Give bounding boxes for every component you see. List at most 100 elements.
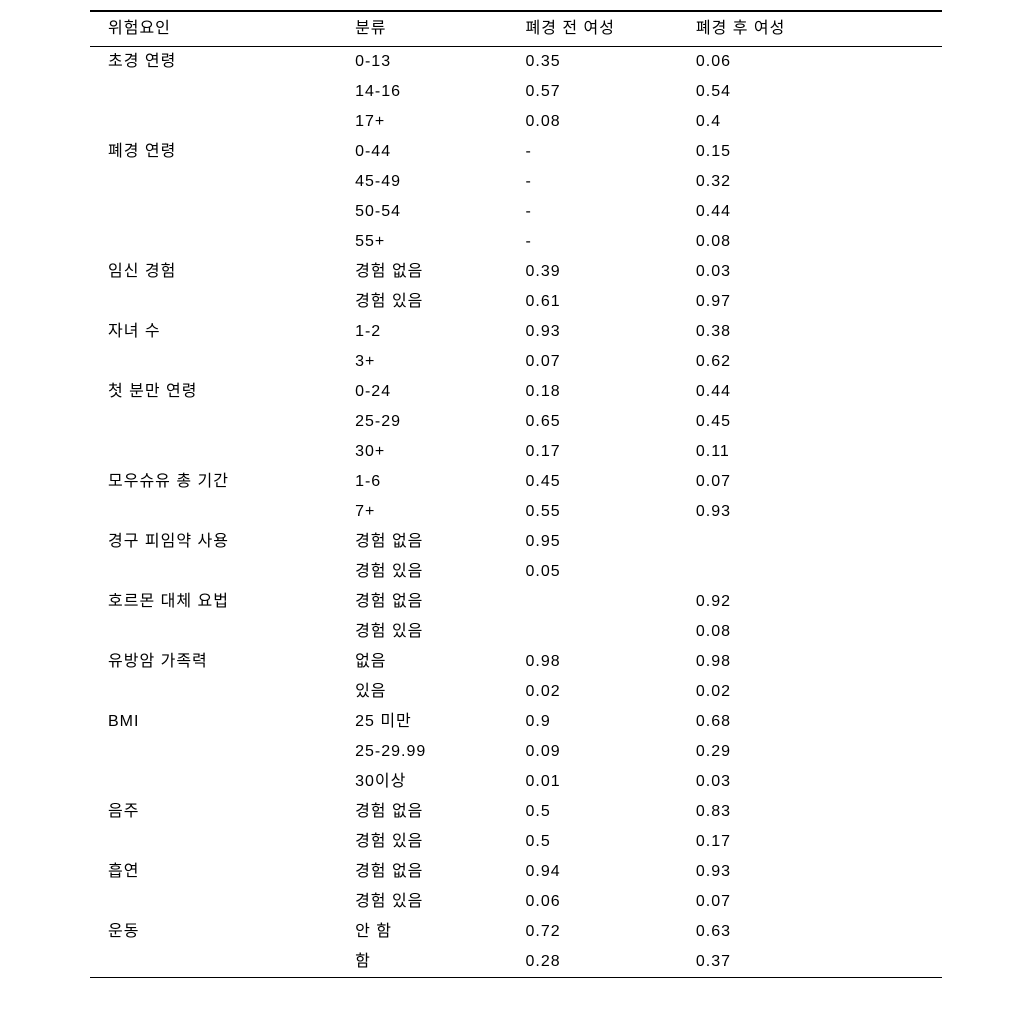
cell-end [848, 347, 942, 377]
table-row: 경험 있음0.05 [90, 557, 942, 587]
table-row: BMI25 미만0.90.68 [90, 707, 942, 737]
cell-category: 17+ [337, 107, 507, 137]
cell-post: 0.17 [678, 827, 848, 857]
cell-end [848, 857, 942, 887]
table-row: 경구 피임약 사용경험 없음0.95 [90, 527, 942, 557]
cell-pre [507, 587, 677, 617]
cell-category: 경험 없음 [337, 257, 507, 287]
cell-post: 0.68 [678, 707, 848, 737]
table-row: 초경 연령0-130.350.06 [90, 47, 942, 78]
cell-factor: 폐경 연령 [90, 137, 337, 167]
header-post: 폐경 후 여성 [678, 11, 848, 47]
cell-post: 0.03 [678, 257, 848, 287]
cell-end [848, 827, 942, 857]
cell-category: 0-13 [337, 47, 507, 78]
cell-factor: 첫 분만 연령 [90, 377, 337, 407]
table-row: 유방암 가족력없음0.980.98 [90, 647, 942, 677]
cell-pre: 0.08 [507, 107, 677, 137]
cell-category: 경험 있음 [337, 617, 507, 647]
cell-factor [90, 767, 337, 797]
cell-pre: 0.5 [507, 827, 677, 857]
cell-pre: 0.72 [507, 917, 677, 947]
cell-pre: 0.9 [507, 707, 677, 737]
table-row: 있음0.020.02 [90, 677, 942, 707]
table-row: 7+0.550.93 [90, 497, 942, 527]
header-pre: 폐경 전 여성 [507, 11, 677, 47]
cell-factor [90, 107, 337, 137]
cell-post: 0.03 [678, 767, 848, 797]
header-category: 분류 [337, 11, 507, 47]
table-row: 폐경 연령0-44-0.15 [90, 137, 942, 167]
cell-post: 0.54 [678, 77, 848, 107]
cell-pre: 0.02 [507, 677, 677, 707]
table-row: 자녀 수1-20.930.38 [90, 317, 942, 347]
cell-category: 안 함 [337, 917, 507, 947]
table-row: 45-49-0.32 [90, 167, 942, 197]
cell-pre: 0.17 [507, 437, 677, 467]
cell-end [848, 497, 942, 527]
table-row: 음주경험 없음0.50.83 [90, 797, 942, 827]
header-end [848, 11, 942, 47]
cell-factor [90, 677, 337, 707]
cell-end [848, 287, 942, 317]
cell-post [678, 527, 848, 557]
cell-factor [90, 827, 337, 857]
table-row: 17+0.080.4 [90, 107, 942, 137]
cell-post: 0.08 [678, 617, 848, 647]
cell-post: 0.15 [678, 137, 848, 167]
cell-end [848, 767, 942, 797]
cell-pre: 0.05 [507, 557, 677, 587]
cell-post: 0.44 [678, 377, 848, 407]
cell-end [848, 227, 942, 257]
cell-post: 0.98 [678, 647, 848, 677]
table-row: 30이상0.010.03 [90, 767, 942, 797]
table-body: 초경 연령0-130.350.0614-160.570.5417+0.080.4… [90, 47, 942, 978]
cell-post: 0.63 [678, 917, 848, 947]
cell-category: 경험 없음 [337, 587, 507, 617]
cell-category: 경험 없음 [337, 527, 507, 557]
cell-factor: 음주 [90, 797, 337, 827]
cell-post: 0.93 [678, 857, 848, 887]
cell-post: 0.06 [678, 47, 848, 78]
cell-factor [90, 737, 337, 767]
table-row: 경험 있음0.060.07 [90, 887, 942, 917]
cell-pre: 0.18 [507, 377, 677, 407]
cell-category: 0-24 [337, 377, 507, 407]
cell-end [848, 377, 942, 407]
cell-post [678, 557, 848, 587]
cell-end [848, 437, 942, 467]
cell-category: 55+ [337, 227, 507, 257]
risk-factor-table-container: 위험요인 분류 폐경 전 여성 폐경 후 여성 초경 연령0-130.350.0… [0, 10, 1032, 978]
cell-pre: 0.35 [507, 47, 677, 78]
cell-factor [90, 287, 337, 317]
cell-factor: 호르몬 대체 요법 [90, 587, 337, 617]
cell-end [848, 467, 942, 497]
cell-post: 0.32 [678, 167, 848, 197]
cell-post: 0.92 [678, 587, 848, 617]
cell-factor [90, 617, 337, 647]
cell-pre: 0.06 [507, 887, 677, 917]
cell-factor: 유방암 가족력 [90, 647, 337, 677]
cell-factor [90, 77, 337, 107]
cell-factor [90, 437, 337, 467]
cell-end [848, 677, 942, 707]
table-row: 함0.280.37 [90, 947, 942, 978]
cell-pre [507, 617, 677, 647]
cell-end [848, 737, 942, 767]
table-row: 50-54-0.44 [90, 197, 942, 227]
cell-post: 0.62 [678, 347, 848, 377]
cell-factor: 초경 연령 [90, 47, 337, 78]
cell-pre: 0.01 [507, 767, 677, 797]
table-row: 흡연경험 없음0.940.93 [90, 857, 942, 887]
table-row: 경험 있음0.50.17 [90, 827, 942, 857]
cell-category: 경험 있음 [337, 887, 507, 917]
table-row: 14-160.570.54 [90, 77, 942, 107]
cell-post: 0.07 [678, 887, 848, 917]
table-row: 임신 경험경험 없음0.390.03 [90, 257, 942, 287]
cell-post: 0.44 [678, 197, 848, 227]
cell-pre: 0.55 [507, 497, 677, 527]
cell-category: 1-6 [337, 467, 507, 497]
cell-post: 0.93 [678, 497, 848, 527]
cell-end [848, 587, 942, 617]
cell-end [848, 137, 942, 167]
